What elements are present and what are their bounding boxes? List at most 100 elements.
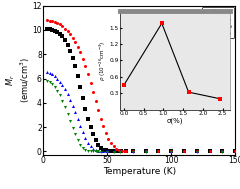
- 0%: [76, 75, 79, 77]
- 0%: [104, 149, 107, 152]
- 0.96%: [94, 100, 97, 102]
- 0%: [61, 35, 64, 37]
- 0.96%: [81, 58, 84, 60]
- 0.96%: [97, 109, 100, 111]
- 0.96%: [234, 150, 237, 152]
- 0%: [131, 150, 134, 152]
- 2.43%: [195, 150, 198, 153]
- Y-axis label: $\rho$ (10$^{-26}$cm$^{-3}$): $\rho$ (10$^{-26}$cm$^{-3}$): [97, 40, 108, 81]
- 2.43%: [170, 150, 173, 153]
- 2.43%: [74, 133, 77, 136]
- 1.64%: [81, 131, 84, 133]
- 0.96%: [66, 30, 69, 32]
- 1.64%: [66, 93, 69, 95]
- 0.96%: [102, 125, 105, 128]
- 2.43%: [112, 150, 115, 153]
- 2.43%: [99, 150, 102, 153]
- 0.96%: [131, 150, 134, 152]
- 0.96%: [120, 150, 123, 152]
- 0.96%: [84, 65, 87, 67]
- 2.43%: [94, 150, 97, 153]
- 0.96%: [71, 37, 74, 39]
- 0%: [102, 148, 105, 151]
- 0.96%: [157, 150, 160, 152]
- 0%: [87, 117, 90, 120]
- 0%: [97, 143, 100, 146]
- 1.64%: [99, 150, 102, 152]
- 1.64%: [102, 150, 105, 152]
- 0.96%: [51, 20, 54, 22]
- 0%: [74, 65, 77, 67]
- 0.96%: [74, 41, 77, 43]
- 1.64%: [107, 150, 110, 152]
- 1.64%: [58, 80, 61, 83]
- 1.64%: [69, 99, 72, 101]
- 0%: [110, 150, 113, 152]
- 0.96%: [76, 46, 79, 48]
- 0%: [79, 86, 82, 88]
- 2.43%: [56, 90, 59, 92]
- 0%: [94, 139, 97, 142]
- 2.43%: [66, 113, 69, 115]
- X-axis label: σ(%): σ(%): [167, 117, 183, 124]
- 1.64%: [89, 145, 92, 147]
- 0.96%: [89, 82, 92, 84]
- 1.64%: [112, 150, 115, 152]
- 0%: [170, 150, 173, 152]
- 0.96%: [122, 150, 125, 152]
- 0.96%: [117, 149, 120, 151]
- 0.96%: [87, 73, 90, 75]
- 1.64%: [195, 150, 198, 152]
- 1.64%: [76, 118, 79, 120]
- 0%: [56, 31, 59, 33]
- 0.96%: [221, 150, 224, 152]
- 1.64%: [170, 150, 173, 152]
- 0.96%: [56, 22, 59, 24]
- Line: 1.64%: 1.64%: [46, 71, 224, 153]
- 2.43%: [221, 150, 224, 153]
- 0.96%: [107, 137, 110, 140]
- 0.96%: [104, 132, 107, 134]
- 0%: [115, 150, 118, 152]
- 0%: [53, 29, 56, 32]
- Point: [122, 84, 126, 87]
- 0%: [51, 29, 54, 31]
- 0%: [69, 50, 72, 52]
- 0%: [71, 57, 74, 59]
- 2.43%: [51, 83, 54, 85]
- 2.43%: [71, 126, 74, 129]
- 0.96%: [195, 150, 198, 152]
- 0%: [84, 108, 87, 110]
- 0%: [234, 150, 237, 152]
- 2.43%: [69, 120, 72, 122]
- 0%: [99, 146, 102, 149]
- 0.96%: [61, 25, 64, 27]
- 1.64%: [144, 150, 147, 152]
- 1.64%: [64, 88, 66, 91]
- 0.96%: [170, 150, 173, 152]
- Line: 0%: 0%: [46, 27, 237, 153]
- 1.64%: [46, 71, 48, 74]
- 1.64%: [79, 125, 82, 127]
- 2.43%: [106, 150, 109, 153]
- 2.43%: [84, 149, 87, 151]
- 2.43%: [79, 143, 82, 146]
- 2.43%: [87, 150, 90, 152]
- 1.64%: [56, 77, 59, 80]
- 0%: [89, 126, 92, 128]
- 0%: [64, 39, 66, 41]
- 0.96%: [144, 150, 147, 152]
- 0.96%: [125, 150, 128, 152]
- 0%: [112, 150, 115, 152]
- 2.43%: [53, 86, 56, 88]
- 0%: [125, 150, 128, 152]
- 1.64%: [48, 72, 51, 74]
- 0%: [183, 150, 186, 152]
- Line: 2.43%: 2.43%: [46, 79, 224, 153]
- 2.43%: [81, 147, 84, 149]
- 0.96%: [112, 145, 115, 147]
- 0%: [66, 43, 69, 46]
- 2.43%: [97, 150, 100, 153]
- X-axis label: Temperature (K): Temperature (K): [103, 167, 176, 176]
- 0%: [195, 150, 198, 152]
